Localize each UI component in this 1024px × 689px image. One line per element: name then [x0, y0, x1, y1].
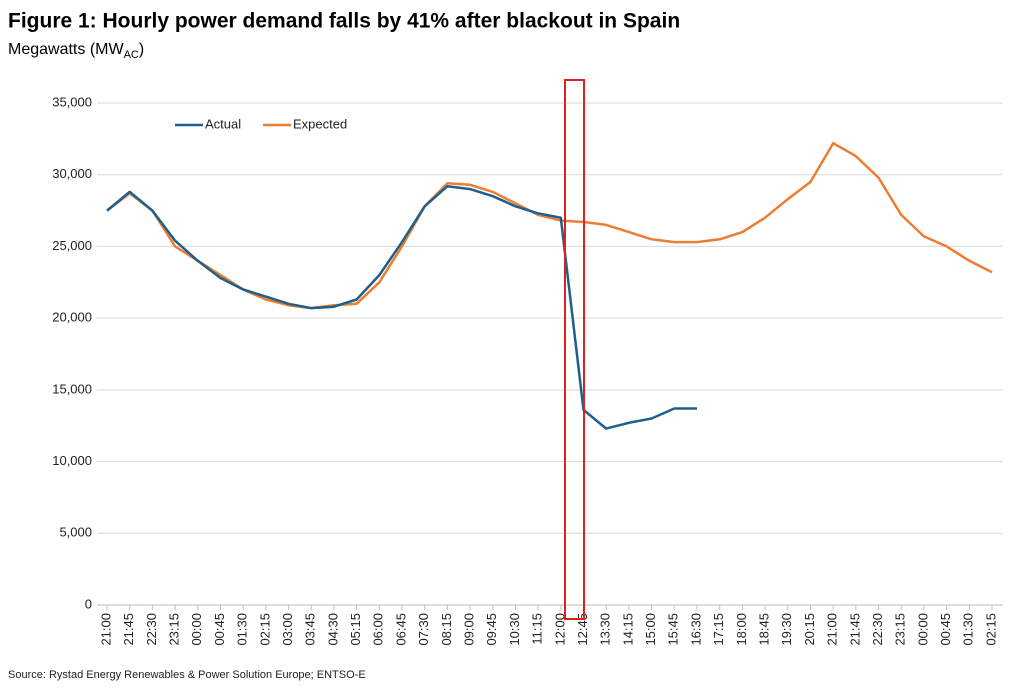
x-tick-label: 12:45: [575, 613, 590, 646]
x-tick-label: 14:15: [620, 613, 635, 646]
legend-label: Expected: [293, 116, 347, 131]
y-tick-label: 35,000: [52, 94, 92, 109]
x-tick-label: 15:00: [643, 613, 658, 646]
x-tick-label: 03:00: [280, 613, 295, 646]
y-tick-label: 25,000: [52, 238, 92, 253]
x-tick-label: 11:15: [530, 613, 545, 645]
x-tick-label: 02:15: [983, 613, 998, 646]
x-tick-label: 00:00: [189, 613, 204, 646]
highlight-box: [564, 79, 585, 620]
x-tick-label: 22:30: [144, 613, 159, 646]
x-tick-label: 21:45: [847, 613, 862, 646]
x-tick-label: 18:00: [734, 613, 749, 646]
y-tick-label: 5,000: [59, 525, 92, 540]
x-tick-label: 04:30: [325, 613, 340, 646]
y-tick-label: 10,000: [52, 453, 92, 468]
subtitle-sub: AC: [124, 49, 139, 61]
x-tick-label: 18:45: [757, 613, 772, 646]
series-line: [106, 184, 697, 430]
subtitle-suffix: ): [139, 41, 144, 58]
x-tick-label: 09:45: [484, 613, 499, 646]
y-tick-label: 20,000: [52, 310, 92, 325]
x-tick-label: 23:15: [167, 613, 182, 646]
x-tick-label: 21:00: [825, 613, 840, 646]
x-tick-label: 21:45: [121, 613, 136, 646]
x-tick-label: 00:00: [915, 613, 930, 646]
x-tick-label: 00:45: [212, 613, 227, 646]
chart-subtitle: Megawatts (MWAC): [8, 41, 144, 61]
x-tick-label: 06:00: [371, 613, 386, 646]
x-tick-label: 19:30: [779, 613, 794, 646]
x-tick-label: 00:45: [938, 613, 953, 646]
x-tick-label: 23:15: [893, 613, 908, 646]
y-tick-label: 15,000: [52, 381, 92, 396]
x-tick-label: 07:30: [416, 613, 431, 646]
x-tick-label: 20:15: [802, 613, 817, 646]
plot-area: 0 5,000 10,000 15,000 20,000 25,000 30,000 35,0…: [52, 94, 1003, 646]
x-tick-label: 08:15: [439, 613, 454, 646]
x-tick-label: 15:45: [666, 613, 681, 646]
x-tick-label: 09:00: [462, 613, 477, 646]
legend-label: Actual: [205, 116, 241, 131]
x-tick-label: 12:00: [552, 613, 567, 646]
subtitle-text: Megawatts (MW: [8, 41, 124, 58]
x-tick-label: 03:45: [303, 613, 318, 646]
x-tick-label: 01:30: [235, 613, 250, 646]
x-tick-label: 13:30: [598, 613, 613, 646]
x-tick-label: 10:30: [507, 613, 522, 646]
x-tick-label: 22:30: [870, 613, 885, 646]
y-tick-label: 0: [85, 596, 92, 611]
x-tick-label: 16:30: [688, 613, 703, 646]
x-tick-label: 06:45: [393, 613, 408, 646]
x-tick-label: 01:30: [961, 613, 976, 646]
chart-title: Figure 1: Hourly power demand falls by 4…: [8, 10, 680, 33]
x-tick-label: 21:00: [98, 613, 113, 646]
x-tick-label: 02:15: [257, 613, 272, 646]
x-tick-label: 17:15: [711, 613, 726, 646]
y-tick-label: 30,000: [52, 166, 92, 181]
source: Source: Rystad Energy Renewables & Power…: [8, 669, 366, 681]
series-line: [106, 141, 993, 310]
x-tick-label: 05:15: [348, 613, 363, 646]
